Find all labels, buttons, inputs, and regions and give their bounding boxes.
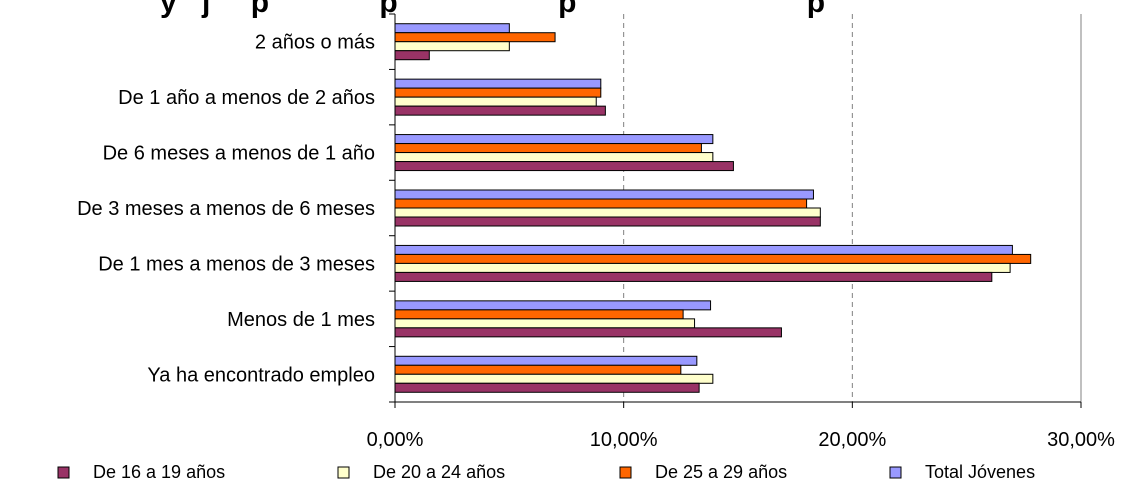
x-tick-label: 30,00% bbox=[1047, 429, 1115, 451]
bar bbox=[394, 23, 510, 34]
bar bbox=[394, 50, 430, 61]
bar bbox=[394, 355, 698, 366]
category-label: De 1 año a menos de 2 años bbox=[118, 87, 375, 109]
bar bbox=[394, 373, 714, 384]
bar bbox=[394, 143, 702, 154]
bar bbox=[394, 87, 602, 98]
legend-swatch bbox=[337, 466, 350, 479]
bar bbox=[394, 134, 714, 145]
category-label: De 1 mes a menos de 3 meses bbox=[98, 253, 375, 275]
bar bbox=[394, 244, 1013, 255]
bar bbox=[394, 161, 734, 172]
legend-label: De 25 a 29 años bbox=[655, 462, 787, 482]
category-label: De 6 meses a menos de 1 año bbox=[103, 143, 375, 165]
bar bbox=[394, 152, 714, 163]
bar bbox=[394, 253, 1032, 264]
bar bbox=[394, 382, 700, 393]
bar bbox=[394, 96, 597, 107]
bar bbox=[394, 327, 782, 338]
category-label: Menos de 1 mes bbox=[227, 309, 375, 331]
legend-swatch bbox=[57, 466, 70, 479]
bar bbox=[394, 271, 993, 282]
legend-label: Total Jóvenes bbox=[925, 462, 1035, 482]
bar bbox=[394, 207, 821, 218]
x-tick-label: 20,00% bbox=[818, 429, 886, 451]
legend-label: De 20 a 24 años bbox=[373, 462, 505, 482]
bar bbox=[394, 262, 1011, 273]
bar bbox=[394, 216, 821, 227]
legend-swatch bbox=[619, 466, 632, 479]
category-label: Ya ha encontrado empleo bbox=[147, 364, 375, 386]
title-fragment: y j p p p p bbox=[160, 0, 826, 19]
category-label: 2 años o más bbox=[255, 32, 375, 54]
bar bbox=[394, 41, 510, 52]
bar bbox=[394, 364, 682, 375]
bar bbox=[394, 309, 684, 320]
bar bbox=[394, 189, 814, 200]
bar bbox=[394, 32, 556, 43]
legend-swatch bbox=[889, 466, 902, 479]
bar bbox=[394, 105, 606, 116]
legend-label: De 16 a 19 años bbox=[93, 462, 225, 482]
bar bbox=[394, 318, 696, 329]
x-tick-label: 0,00% bbox=[367, 429, 424, 451]
bar bbox=[394, 300, 712, 311]
bar bbox=[394, 78, 602, 89]
bar bbox=[394, 198, 808, 209]
x-tick-label: 10,00% bbox=[590, 429, 658, 451]
category-label: De 3 meses a menos de 6 meses bbox=[77, 198, 375, 220]
